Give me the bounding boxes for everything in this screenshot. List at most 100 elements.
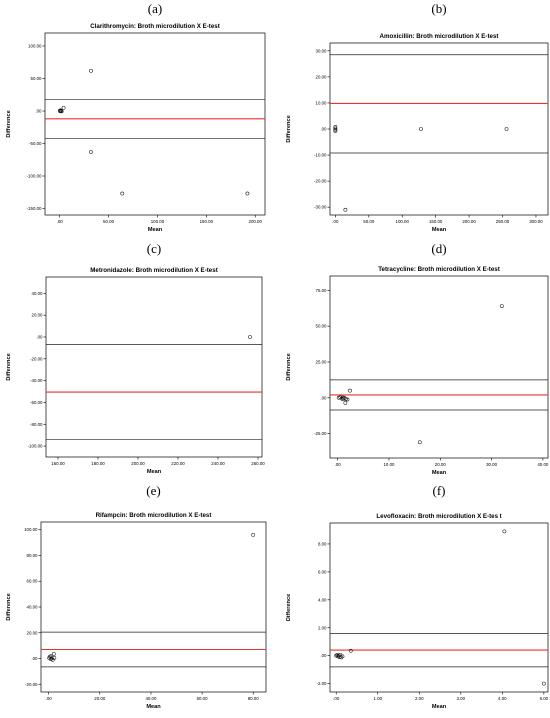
chart-panel-1: (a) Clarithromycin: Broth microdilution X…: [6, 1, 266, 233]
chart-title: Tetracycline: Broth microdilution X E-te…: [378, 266, 500, 273]
y-tick-label: .00: [31, 656, 38, 661]
chart-title: Rifampcin: Broth microdilution X E-test: [96, 512, 212, 519]
y-tick-label: 25.00: [316, 359, 328, 364]
x-tick-label: .00: [332, 219, 339, 224]
x-tick-label: 5.00: [540, 696, 549, 701]
data-point: [333, 128, 338, 133]
data-point: [61, 105, 66, 110]
y-tick-label: 20.00: [316, 74, 328, 79]
data-point: [345, 397, 350, 402]
data-point: [343, 400, 348, 405]
x-tick-label: .00: [46, 696, 53, 701]
x-tick-label: 30.00: [486, 462, 498, 467]
y-tick-label: -20.00: [314, 179, 327, 184]
y-tick-label: 50.00: [31, 76, 43, 81]
x-tick-label: 150.00: [429, 219, 443, 224]
data-point: [58, 108, 63, 113]
x-tick-label: 200.00: [131, 461, 145, 466]
data-point: [89, 150, 93, 154]
x-axis-label: Mean: [148, 227, 163, 233]
y-axis-label: Difference: [286, 594, 292, 621]
y-axis-label: Difference: [6, 593, 12, 620]
chart-panel-5: (e) Rifampcin: Broth microdilution X E-te…: [6, 483, 267, 710]
data-point: [248, 335, 252, 339]
y-tick-label: -150.00: [27, 206, 42, 211]
chart-title: Metronidazole: Broth microdilution X E-t…: [90, 267, 218, 274]
y-tick-label: 100.00: [24, 527, 38, 532]
y-tick-label: 100.00: [28, 44, 42, 49]
x-tick-label: 240.00: [211, 461, 225, 466]
y-axis-label: Difference: [6, 110, 12, 137]
chart-panel-3: (c) Metronidazole: Broth microdilution X …: [6, 241, 265, 475]
data-point: [343, 207, 348, 212]
data-point: [504, 127, 509, 131]
data-point: [417, 440, 422, 445]
y-tick-label: 8.00: [318, 541, 327, 546]
y-tick-label: 20.00: [27, 630, 39, 635]
data-point: [52, 655, 57, 660]
y-tick-label: 50.00: [316, 324, 328, 329]
data-point: [245, 191, 250, 196]
data-point: [89, 68, 93, 73]
plot-content: [41, 533, 266, 668]
panel-label: (a): [148, 1, 162, 16]
y-tick-label: 4.00: [318, 597, 327, 602]
plot-content: [45, 68, 265, 196]
x-tick-label: 4.00: [498, 696, 507, 701]
chart-panel-2: (b) Amoxicillin: Broth microdilution X E-…: [286, 1, 549, 233]
x-tick-label: 50.00: [363, 219, 375, 224]
x-tick-label: 10.00: [383, 462, 395, 467]
panel-label: (d): [431, 241, 446, 256]
y-tick-label: -60.00: [30, 400, 43, 405]
x-tick-label: 40.00: [145, 696, 157, 701]
y-axis-label: Difference: [6, 353, 12, 380]
data-point: [251, 533, 256, 537]
y-tick-label: 20.00: [32, 313, 44, 318]
y-tick-label: -80.00: [30, 422, 43, 427]
x-axis-label: Mean: [432, 227, 447, 233]
plot-content: [46, 335, 262, 440]
x-tick-label: 160.00: [51, 461, 65, 466]
y-tick-label: -50.00: [29, 141, 42, 146]
chart-title-text: Clarithromycin: Broth microdilution X E-…: [90, 23, 220, 30]
chart-title-text: Rifampcin: Broth microdilution X E-test: [96, 512, 212, 519]
y-tick-label: 80.00: [27, 553, 39, 558]
x-tick-label: 150.00: [200, 219, 214, 224]
y-tick-label: 75.00: [316, 288, 328, 293]
data-point: [419, 127, 423, 131]
chart-panel-6: (f) Levofloxacin: Broth microdilution X E…: [286, 483, 549, 710]
x-tick-label: 2.00: [415, 696, 424, 701]
y-tick-label: 40.00: [27, 605, 39, 610]
y-tick-label: 2.00: [318, 625, 327, 630]
x-tick-label: 80.00: [248, 696, 260, 701]
x-tick-label: 200.00: [462, 219, 476, 224]
x-tick-label: 100.00: [396, 219, 410, 224]
plot-area: [44, 32, 266, 216]
data-point: [59, 109, 64, 114]
y-tick-label: .00: [320, 127, 327, 132]
x-tick-label: 180.00: [91, 461, 105, 466]
x-axis-label: Mean: [432, 704, 447, 710]
data-point: [59, 108, 63, 113]
y-tick-label: -20.00: [30, 356, 43, 361]
y-tick-label: .00: [320, 653, 327, 658]
plot-area: [329, 275, 549, 459]
panel-label: (e): [146, 483, 160, 498]
y-tick-label: -25.00: [314, 431, 327, 436]
data-point: [502, 529, 507, 534]
plot-area: [329, 42, 549, 216]
plot-content: [330, 529, 548, 686]
y-tick-label: .00: [320, 395, 327, 400]
x-tick-label: .00: [57, 219, 64, 224]
y-tick-label: .00: [35, 109, 42, 114]
chart-title-suffix: t: [500, 513, 502, 520]
data-point: [333, 126, 338, 131]
y-tick-label: 30.00: [316, 48, 328, 53]
x-tick-label: 250.00: [496, 219, 510, 224]
y-tick-label: -100.00: [27, 174, 42, 179]
y-tick-label: -100.00: [28, 444, 43, 449]
chart-title-text: Amoxicillin: Broth microdilution X E-tes…: [380, 33, 499, 40]
x-tick-label: .00: [333, 696, 340, 701]
plot-area: [40, 521, 267, 693]
